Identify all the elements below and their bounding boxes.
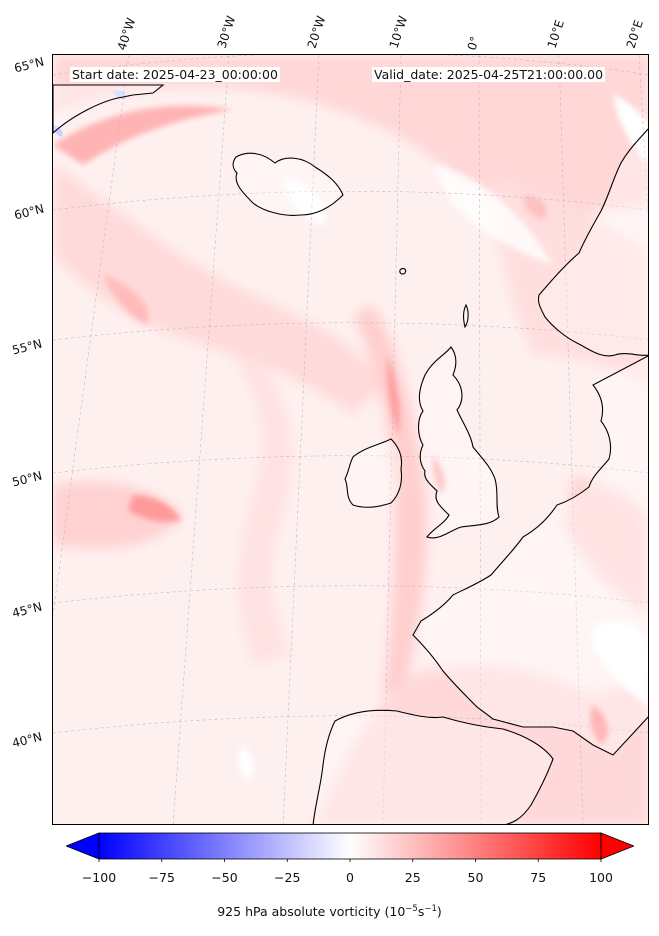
colorbar-tick-label: −100 — [81, 870, 117, 885]
lat-label-40n: 40°N — [10, 729, 44, 751]
colorbar-title: 925 hPa absolute vorticity (10−5s−1) — [217, 904, 442, 920]
colorbar-extend-max — [600, 832, 634, 860]
lat-label-50n: 50°N — [10, 468, 44, 490]
field-blue-patch — [53, 125, 63, 137]
lat-label-60n: 60°N — [12, 201, 46, 223]
colorbar-extend-min — [66, 832, 100, 860]
vorticity-field — [53, 55, 648, 824]
shetland-coast — [463, 303, 469, 329]
great-britain-coast — [417, 346, 500, 539]
colorbar-tick-label: −75 — [148, 870, 175, 885]
valid-date-label: Valid_date: 2025-04-25T21:00:00.00 — [372, 67, 606, 82]
lon-label-30w: 30°W — [214, 14, 239, 50]
ireland-coast — [344, 438, 403, 508]
colorbar-tick-label: 25 — [404, 870, 421, 885]
iberia-coast — [312, 709, 554, 824]
colorbar-tick-label: −50 — [211, 870, 238, 885]
lon-label-20e: 20°E — [623, 18, 646, 50]
colorbar-tick-label: 100 — [589, 870, 613, 885]
lon-label-20w: 20°W — [304, 14, 329, 50]
map-panel — [52, 54, 649, 825]
iceland-coast — [232, 152, 344, 216]
colorbar-tick-label: 0 — [346, 870, 354, 885]
colorbar-gradient — [98, 832, 602, 860]
lat-label-65n: 65°N — [12, 54, 46, 76]
lon-label-40w: 40°W — [114, 16, 139, 52]
field-patches — [53, 55, 648, 824]
colorbar-tick-label: −25 — [274, 870, 301, 885]
colorbar-tick-label: 50 — [467, 870, 484, 885]
field-strong-streaks — [53, 105, 608, 745]
lat-label-55n: 55°N — [10, 336, 44, 358]
colorbar — [66, 832, 634, 862]
lon-label-0: 0° — [464, 34, 483, 52]
continental-europe-coast — [412, 355, 648, 756]
start-date-label: Start date: 2025-04-23_00:00:00 — [70, 67, 280, 82]
scandinavia-coast — [537, 128, 648, 357]
lon-label-10w: 10°W — [386, 14, 411, 50]
coastlines — [53, 84, 648, 824]
colorbar-tick-label: 75 — [530, 870, 547, 885]
lon-label-10e: 10°E — [544, 18, 567, 50]
greenland-coast — [53, 84, 165, 134]
lat-label-45n: 45°N — [10, 599, 44, 621]
graticule — [53, 55, 648, 824]
faroe-coast — [399, 268, 407, 275]
